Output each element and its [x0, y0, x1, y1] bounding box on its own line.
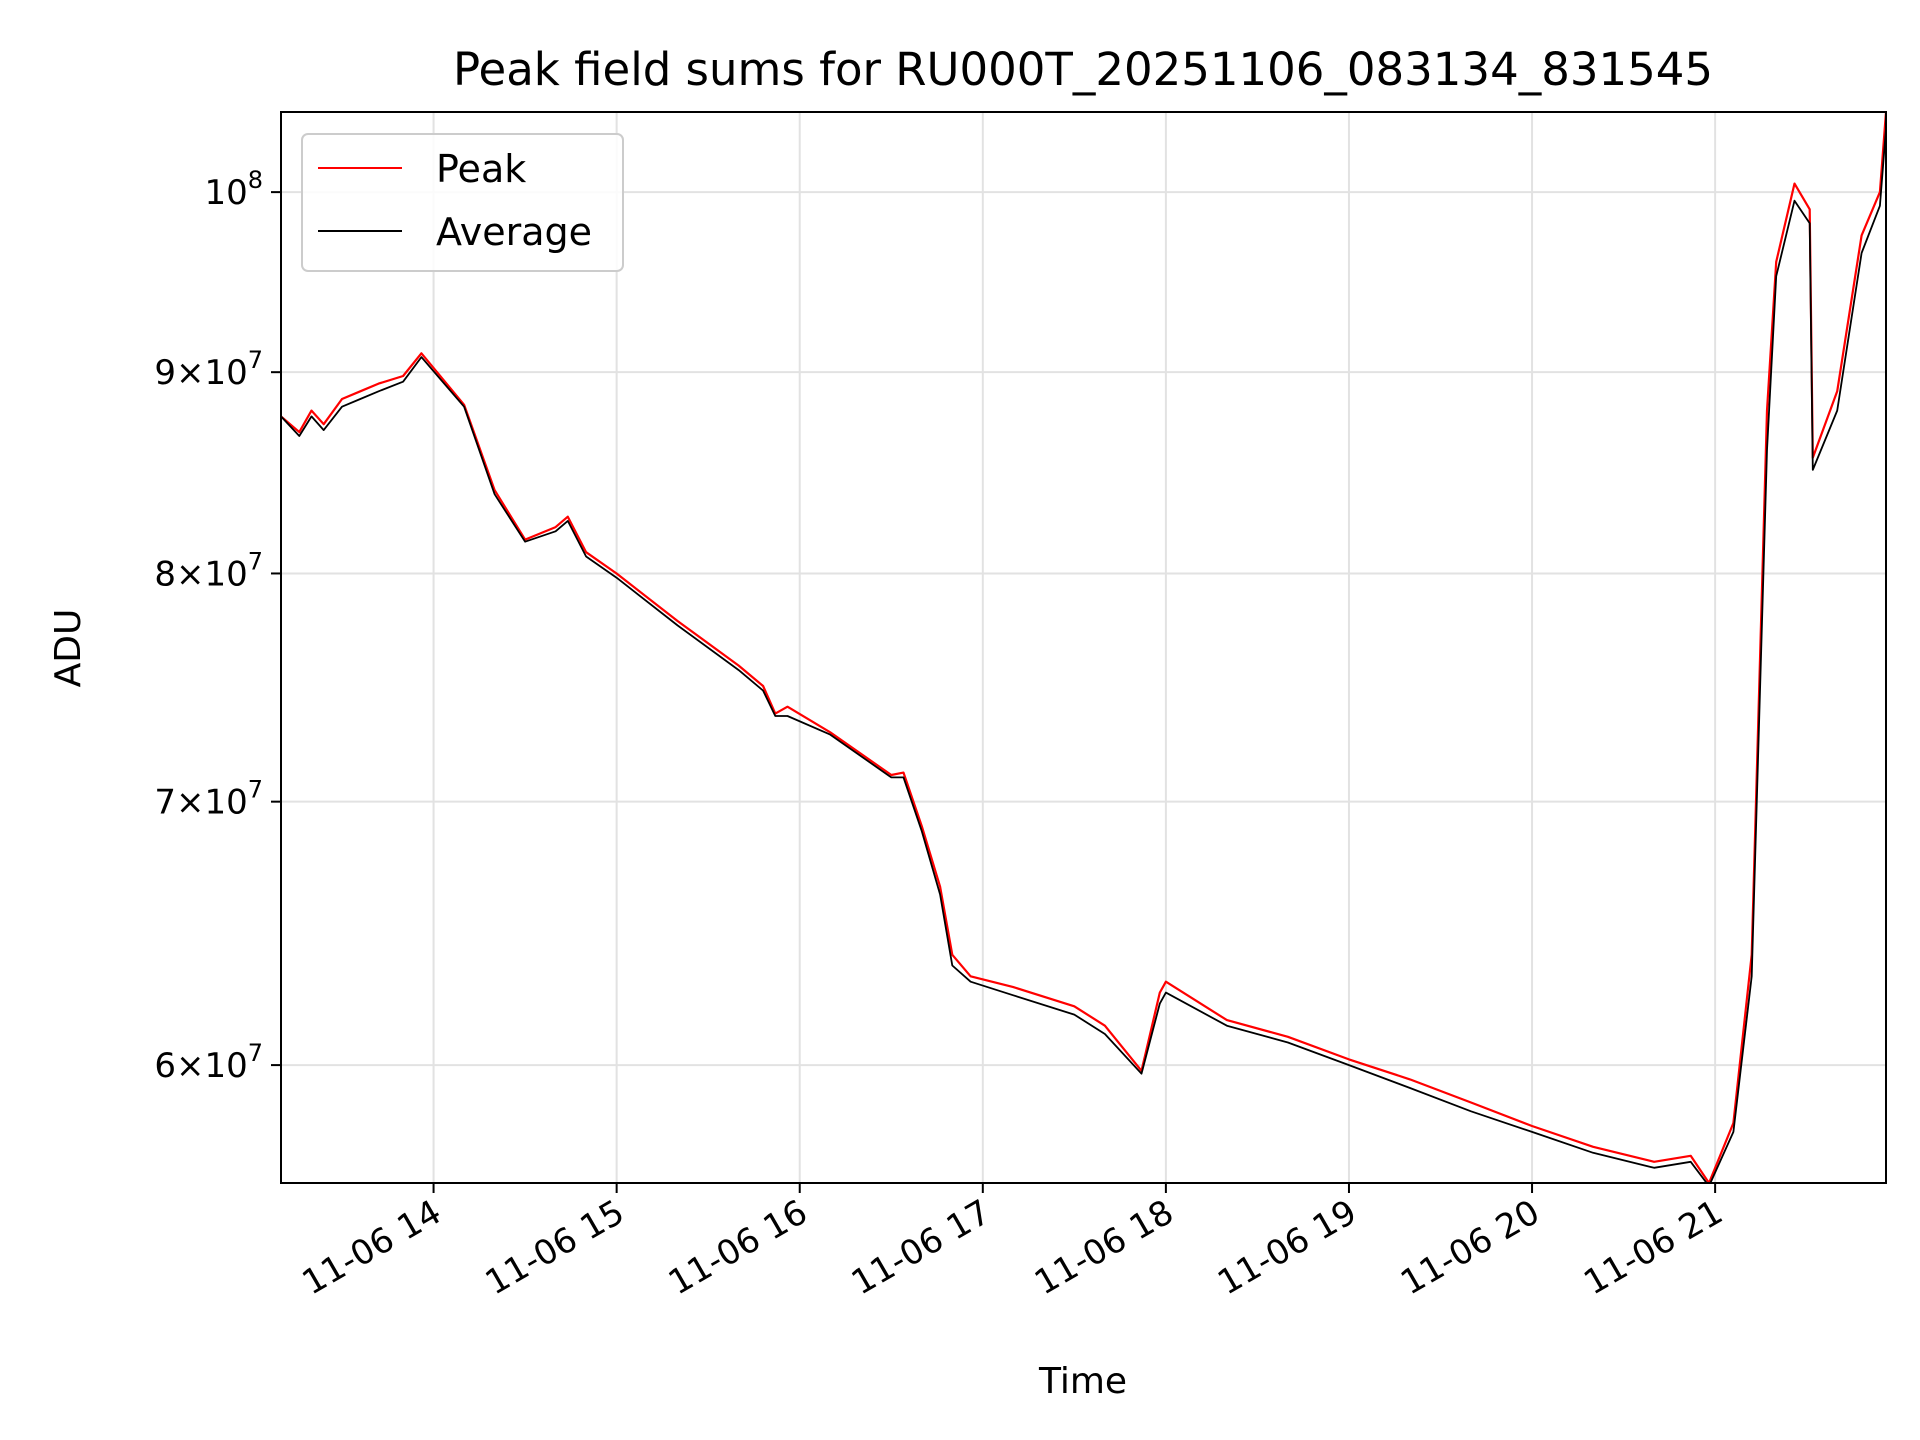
series-line-average	[281, 128, 1886, 1183]
gridlines	[281, 112, 1886, 1183]
y-tick-label: 6×107	[154, 1039, 263, 1086]
y-tick-label: 108	[204, 166, 263, 213]
y-tick-label: 8×107	[154, 547, 263, 594]
legend: Peak Average	[301, 133, 624, 272]
y-axis-label: ADU	[48, 609, 89, 688]
plot-area-frame	[280, 111, 1887, 1184]
chart-title: Peak field sums for RU000T_20251106_0831…	[453, 43, 1713, 96]
series-layer	[281, 112, 1886, 1183]
y-axis: 6×107 7×107 8×107 9×107 108	[154, 166, 281, 1086]
y-tick-label: 9×107	[154, 346, 263, 393]
legend-label-average: Average	[436, 210, 592, 254]
legend-label-peak: Peak	[436, 147, 526, 191]
y-tick-label: 7×107	[154, 776, 263, 823]
x-axis-label: Time	[1038, 1361, 1127, 1402]
